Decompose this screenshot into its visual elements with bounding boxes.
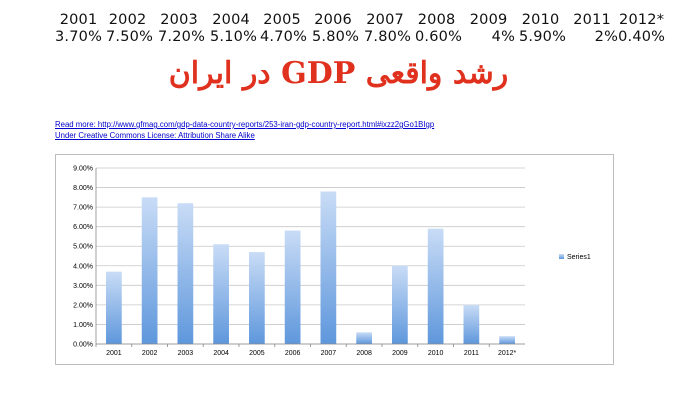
x-tick-label: 2010 xyxy=(428,350,444,357)
bar xyxy=(141,197,158,344)
bar xyxy=(320,191,337,344)
table-year-cell: 2008 xyxy=(417,12,456,28)
x-tick-label: 2012* xyxy=(498,350,517,357)
table-value-cell: 7.20% xyxy=(158,29,206,45)
x-tick-label: 2004 xyxy=(213,350,229,357)
table-value-cell: 5.80% xyxy=(312,29,360,45)
y-tick-label: 5.00% xyxy=(73,244,93,251)
bar xyxy=(177,203,194,344)
table-year-cell: 2004 xyxy=(212,12,250,28)
table-value-cell: 4.70% xyxy=(260,29,308,45)
y-tick-label: 2.00% xyxy=(73,302,93,309)
table-year-cell: 2009 xyxy=(469,12,508,28)
y-tick-label: 4.00% xyxy=(73,263,93,270)
table-value-cell: 4% xyxy=(491,29,516,45)
table-value-cell: 7.80% xyxy=(364,29,412,45)
legend-label: Series1 xyxy=(567,254,591,261)
table-value-cell: 5.90% xyxy=(519,29,567,45)
table-year-cell: 2006 xyxy=(314,12,352,28)
y-tick-label: 6.00% xyxy=(73,224,93,231)
table-value-cell: 0.60% xyxy=(415,29,463,45)
bar-chart: 0.00% 1.00% 2.00% 3.00% 4.00% 5.00% 6.00% 7.00%… xyxy=(73,166,591,358)
table-year-cell: 2007 xyxy=(366,12,404,28)
bar xyxy=(249,252,265,344)
table-year-cell: 2010 xyxy=(521,12,560,28)
table-value-cell: 5.10% xyxy=(210,29,258,45)
x-tick-label: 2009 xyxy=(392,350,408,357)
table-year-cell: 2011 xyxy=(573,12,611,28)
table-year-cell: 2001 xyxy=(59,12,98,28)
x-tick-label: 2005 xyxy=(249,350,265,357)
page-title: رشد واقعی GDP در ایران xyxy=(168,56,509,91)
y-tick-label: 7.00% xyxy=(73,205,93,212)
y-tick-label: 8.00% xyxy=(73,185,93,192)
bar xyxy=(499,336,515,344)
y-tick-label: 3.00% xyxy=(73,283,93,290)
table-value-cell: 2% xyxy=(594,29,619,45)
table-value-cell: 0.40% xyxy=(618,29,666,45)
table-year-cell: 2005 xyxy=(263,12,301,28)
table-year-cell: 2002 xyxy=(108,12,147,28)
bar xyxy=(106,271,122,344)
read-more-link[interactable]: Read more: http://www.gfmag.com/gdp-data… xyxy=(55,120,435,129)
license-link[interactable]: Under Creative Commons License: Attribut… xyxy=(55,131,255,140)
y-tick-label: 9.00% xyxy=(73,166,93,173)
bar xyxy=(356,332,372,344)
table-year-cell: 2012* xyxy=(619,12,665,28)
x-tick-label: 2002 xyxy=(142,350,158,357)
bar xyxy=(427,228,444,344)
x-tick-label: 2003 xyxy=(178,350,194,357)
x-tick-label: 2006 xyxy=(285,350,301,357)
y-tick-label: 0.00% xyxy=(73,342,93,349)
growth-table: 2001 2002 2003 2004 2005 2006 2007 2008 2009 2010… xyxy=(55,12,665,46)
table-year-cell: 2003 xyxy=(160,12,198,28)
growth-table-values-row: 3.70% 7.50% 7.20% 5.10% 4.70% 5.80% 7.80% 0.60%… xyxy=(55,29,665,46)
x-tick-label: 2007 xyxy=(321,350,337,357)
bar xyxy=(392,265,408,344)
table-value-cell: 7.50% xyxy=(106,29,154,45)
x-tick-label: 2001 xyxy=(106,350,122,357)
legend-swatch xyxy=(559,254,564,259)
y-tick-label: 1.00% xyxy=(73,322,93,329)
table-value-cell: 3.70% xyxy=(55,29,103,45)
growth-table-years-row: 2001 2002 2003 2004 2005 2006 2007 2008 2009 2010… xyxy=(55,12,665,29)
chart-frame: 0.00% 1.00% 2.00% 3.00% 4.00% 5.00% 6.00% 7.00%… xyxy=(55,154,614,365)
bar xyxy=(284,230,301,344)
bar xyxy=(463,304,480,344)
x-tick-label: 2011 xyxy=(464,350,479,357)
bar xyxy=(213,244,229,344)
x-tick-label: 2008 xyxy=(356,350,372,357)
